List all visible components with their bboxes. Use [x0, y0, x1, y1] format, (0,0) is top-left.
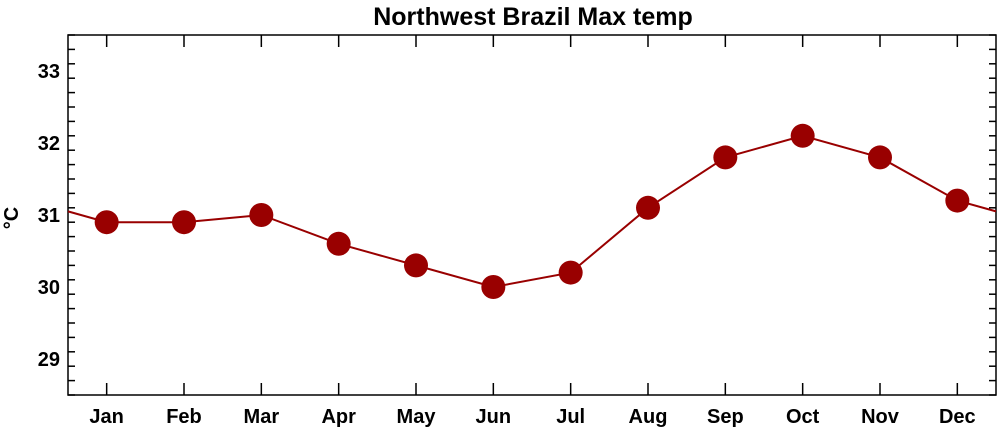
x-tick-label: Dec: [939, 406, 976, 428]
x-tick-label: Jan: [89, 406, 123, 428]
data-point-may: [404, 253, 428, 278]
data-point-mar: [249, 203, 274, 227]
x-tick-label: Oct: [786, 406, 820, 428]
data-point-sep: [713, 145, 738, 170]
plot-frame: [67, 34, 997, 396]
x-tick-label: Aug: [629, 406, 668, 428]
y-tick-label: 33: [38, 61, 60, 83]
series-line: [67, 134, 997, 289]
x-tick-label: Apr: [321, 406, 356, 428]
data-point-jul: [558, 260, 583, 285]
x-tick-label: May: [397, 406, 437, 428]
data-point-aug: [636, 195, 660, 220]
data-point-oct: [790, 123, 815, 148]
data-point-dec: [945, 188, 970, 213]
y-tick-label: 29: [38, 349, 60, 371]
y-tick-label: 31: [38, 205, 60, 227]
x-tick-label: Mar: [244, 406, 280, 428]
data-point-apr: [326, 231, 351, 256]
y-tick-label: 32: [38, 133, 60, 155]
y-axis-ticks: 29 30 31 32 33: [38, 34, 996, 396]
x-tick-label: Nov: [861, 406, 900, 428]
x-axis-ticks: Jan Feb Mar Apr May Jun Jul Aug Sep Oct Nov Dec: [89, 35, 976, 428]
data-point-jun: [481, 275, 506, 299]
axes: [67, 34, 997, 396]
data-point-jan: [94, 210, 119, 235]
x-tick-label: Jun: [476, 406, 512, 428]
y-tick-label: 30: [38, 277, 60, 299]
data-point-nov: [868, 145, 892, 170]
y-axis-label: °C: [1, 207, 23, 229]
data-point-feb: [172, 210, 196, 235]
chart-title: Northwest Brazil Max temp: [373, 3, 693, 31]
series-points: [94, 123, 970, 299]
x-tick-label: Sep: [707, 406, 744, 428]
series-line-path: [67, 134, 997, 289]
x-tick-label: Jul: [556, 406, 585, 428]
x-tick-label: Feb: [166, 406, 202, 428]
